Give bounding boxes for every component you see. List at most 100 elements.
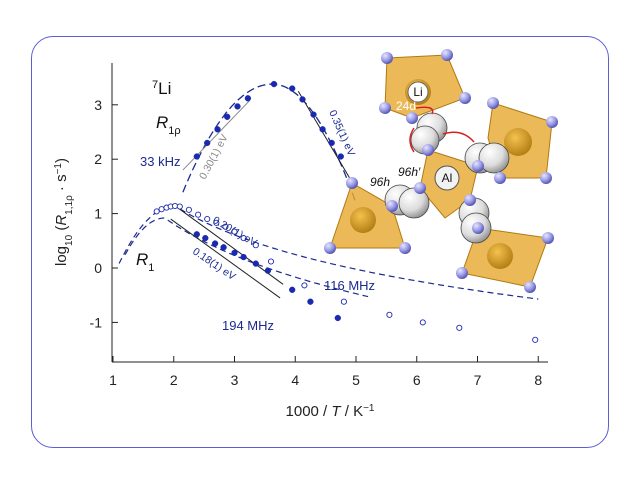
data-point-series-2 [193,231,200,238]
data-point-series-1 [153,208,160,215]
data-point-series-1 [301,282,308,289]
data-point-series-2 [289,286,296,293]
data-point-series-0 [270,80,278,88]
series-label-116mhz: 116 MHz [324,278,375,293]
data-point-series-1 [213,219,220,226]
jump-arrow [409,127,415,153]
oxygen-atom [494,172,506,184]
x-tick-label: 4 [291,372,299,388]
data-point-series-2 [334,314,341,322]
activation-line-194mhz [170,218,281,299]
data-point-series-2 [252,260,259,267]
data-point-series-1 [204,215,211,223]
data-point-series-2 [231,249,238,256]
data-point-series-0 [319,126,326,133]
oxygen-atom [441,49,453,61]
oxygen-atom [386,200,398,212]
oxygen-atom [381,52,393,64]
series-label-33khz: 33 kHz [140,154,180,169]
activation-line-33khz-high-t [182,100,251,171]
data-point-series-1 [195,211,202,218]
data-point-series-1 [158,206,165,213]
data-point-series-1 [240,235,247,242]
x-ticks: 1 2 3 4 5 6 7 8 [109,356,542,388]
data-point-series-0 [244,95,252,102]
fit-curve-194mhz [124,217,369,298]
data-point-series-0 [224,113,231,120]
oxygen-atom [542,232,554,244]
oxygen-atom [472,160,484,172]
oxygen-atom [422,144,434,156]
x-tick-label: 5 [352,372,360,388]
data-point-series-2 [307,298,314,305]
oxygen-atom [464,194,476,206]
oxygen-atom [459,92,471,104]
activation-energy-33khz-high-t: 0.30(1) eV [197,132,231,181]
jump-arrow [442,131,475,143]
x-axis-label: 1000 / T / K−1 [286,403,375,421]
r1rho-label: R1ρ [156,113,181,137]
x-tick-label: 1 [109,372,117,388]
data-point-series-1 [386,311,393,318]
activation-line-33khz-low-t [297,90,354,184]
site-24d-label: 24d [396,99,416,113]
oxygen-atom [472,222,484,234]
data-point-series-0 [214,126,221,133]
x-tick-label: 8 [534,372,542,388]
y-tick-label: -1 [90,314,103,330]
site-96h-prime-label: 96h′ [398,165,421,179]
oxygen-atom [324,242,336,254]
center-right [504,128,532,156]
nucleus-label: 7Li [152,79,171,98]
oxygen-atom [406,112,418,124]
y-tick-label: 0 [94,260,102,276]
data-point-series-0 [289,85,296,92]
data-point-series-0 [299,96,306,103]
data-point-series-2 [264,267,272,274]
data-points [153,80,539,343]
series-label-194mhz: 194 MHz [222,318,274,333]
jump-arrow [415,106,434,115]
data-point-series-1 [185,206,192,213]
y-ticks: -1 0 1 2 3 [90,97,118,330]
activation-energy-33khz-low-t: 0.35(1) eV [326,108,357,158]
y-tick-label: 1 [94,206,102,222]
data-point-series-1 [231,228,238,235]
data-point-series-0 [204,139,211,147]
activation-energy-194mhz: 0.18(1) eV [190,246,237,283]
data-point-series-0 [328,139,335,147]
data-point-series-2 [211,240,219,247]
oxygen-atom [346,177,358,189]
data-point-series-1 [419,319,426,326]
data-point-series-1 [340,298,347,305]
interstitial-ball [398,187,430,219]
oxygen-atom [546,116,558,128]
interstitial-ball [478,142,510,174]
data-point-series-1 [532,336,539,343]
x-tick-label: 7 [474,372,482,388]
oxygen-atom [540,172,552,184]
li-atom-label: Li [413,85,422,99]
y-axis-label: log10 (R1,1ρ · s−1) [53,158,75,266]
x-tick-label: 6 [413,372,421,388]
oxygen-atom [524,281,536,293]
al-site-ball [434,165,460,191]
oxygen-atoms [324,49,558,293]
oxygen-atom [456,267,468,279]
data-point-series-1 [176,203,183,210]
data-point-series-2 [220,244,227,251]
data-point-series-1 [267,258,275,265]
data-point-series-1 [252,242,259,249]
data-point-series-0 [234,103,241,110]
data-point-series-2 [202,234,209,242]
fit-curve-33khz [182,83,357,204]
data-point-series-1 [456,324,463,331]
x-tick-label: 3 [231,372,239,388]
oxygen-atom [414,182,426,194]
li-site-ball [407,81,429,103]
center-bottom [487,243,513,269]
data-point-series-0 [193,153,200,160]
r1-label: R1 [136,250,154,274]
oxygen-atom [399,242,411,254]
